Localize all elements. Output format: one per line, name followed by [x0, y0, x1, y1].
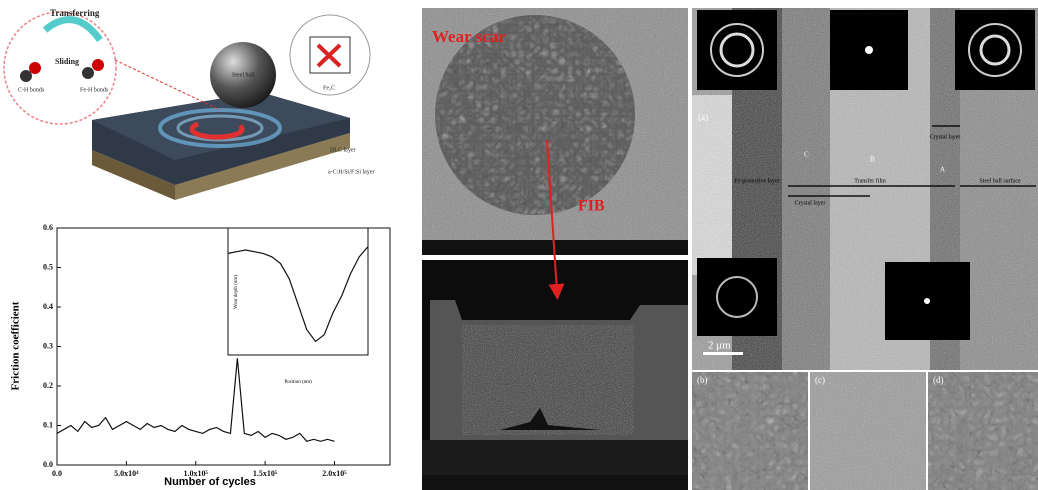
x-tick-label: 5.0x10⁴ — [114, 469, 139, 478]
inset-x-label: Position (nm) — [284, 380, 312, 385]
label: Transferring — [50, 8, 100, 18]
region-label: Transfer film — [854, 177, 886, 184]
x-tick-label: 0.0 — [52, 469, 62, 478]
x-tick-label: 1.0x10⁵ — [184, 469, 209, 478]
label: C-H bonds — [18, 87, 45, 93]
region-label: Crystal layer — [930, 134, 961, 140]
panel-label: (d) — [933, 375, 944, 385]
scale-bar-label: 2 μm — [708, 340, 731, 352]
y-tick-label: 0.5 — [43, 262, 53, 271]
y-tick-label: 0.4 — [43, 302, 53, 311]
point-label: A — [940, 166, 945, 174]
x-tick-label: 1.5x10⁵ — [253, 469, 278, 478]
tem-panel: (a) (b) (c) (d) 2 μm Fe-protective layer… — [692, 8, 1038, 490]
x-tick-label: 2.0x10⁵ — [322, 469, 347, 478]
label: Steel ball — [232, 72, 255, 78]
sem-label: FIB — [578, 198, 605, 215]
y-tick-label: 0.6 — [43, 223, 53, 232]
sem-label: Wear scar — [432, 27, 506, 46]
friction-chart: Friction coefficient Number of cycles 0.… — [10, 223, 390, 488]
panel-label: (c) — [815, 375, 825, 385]
y-tick-label: 0.2 — [43, 381, 53, 390]
y-tick-label: 0.3 — [43, 341, 53, 350]
y-tick-label: 0.0 — [43, 460, 53, 469]
panel-label: (b) — [697, 375, 708, 385]
sem-panel: Wear scar FIB — [422, 8, 688, 490]
label: DLC layer — [330, 147, 356, 153]
friction-line — [57, 358, 335, 441]
point-label: C — [804, 151, 809, 159]
region-label: Fe-protective layer — [734, 178, 779, 184]
panel-label: (a) — [698, 112, 708, 122]
region-label: Crystal layer — [795, 200, 826, 206]
y-tick-label: 0.1 — [43, 420, 53, 429]
region-label: Steel ball surface — [979, 177, 1021, 184]
figure: Transferring Sliding C-H bonds Fe-H bond… — [0, 0, 1038, 490]
inset-y-label: Wear depth (nm) — [234, 275, 239, 309]
point-label: B — [870, 156, 875, 164]
x-axis-label: Number of cycles — [164, 476, 256, 488]
label: a-C:H/Si/F:Si layer — [328, 169, 375, 175]
inset-frame — [228, 228, 368, 355]
illustration: Transferring Sliding C-H bonds Fe-H bond… — [4, 8, 375, 200]
label: Fe-H bonds — [80, 87, 109, 93]
y-axis-label: Friction coefficient — [10, 301, 22, 390]
label: Sliding — [55, 57, 79, 66]
label: Fe₃C — [323, 85, 335, 91]
